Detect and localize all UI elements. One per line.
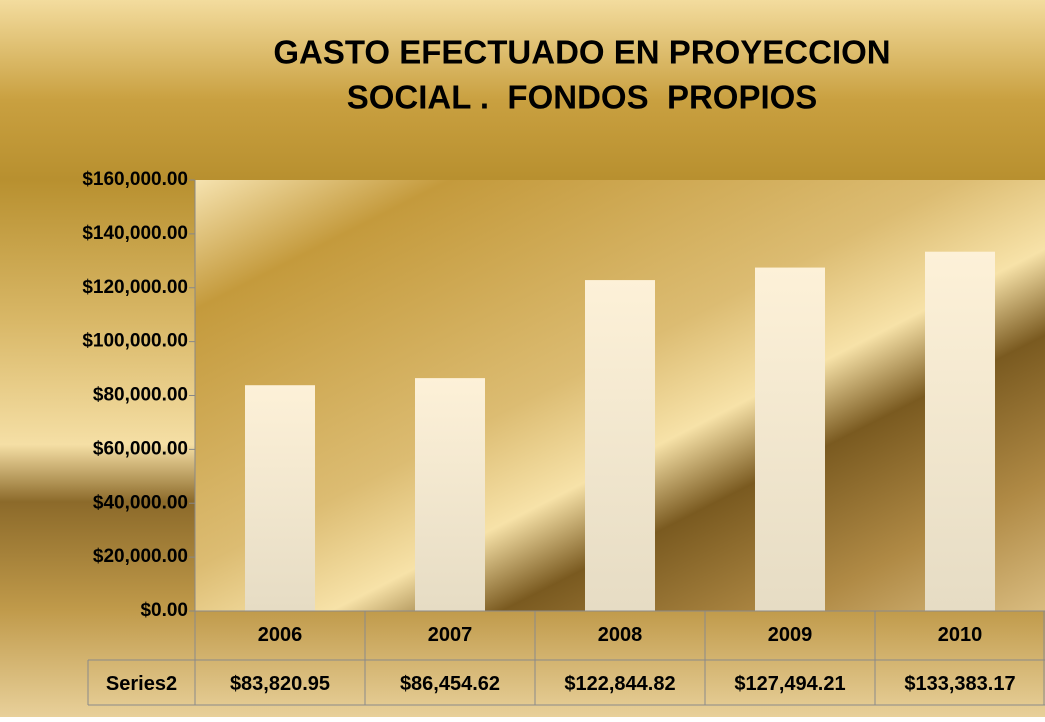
- x-tick-label: 2007: [428, 624, 473, 646]
- y-tick-label: $0.00: [140, 600, 188, 621]
- bar: [245, 385, 315, 611]
- x-tick-label: 2010: [938, 624, 983, 646]
- data-label: $133,383.17: [904, 673, 1015, 695]
- y-tick-label: $140,000.00: [82, 223, 188, 244]
- y-tick-label: $160,000.00: [82, 169, 188, 190]
- x-tick-label: 2009: [768, 624, 813, 646]
- legend-label: Series2: [106, 673, 177, 695]
- data-label: $122,844.82: [564, 673, 675, 695]
- x-tick-label: 2008: [598, 624, 643, 646]
- y-tick-label: $120,000.00: [82, 277, 188, 298]
- bar: [755, 267, 825, 611]
- y-tick-label: $20,000.00: [93, 546, 188, 567]
- bar: [415, 378, 485, 611]
- y-tick-label: $60,000.00: [93, 438, 188, 459]
- data-label: $86,454.62: [400, 673, 500, 695]
- y-tick-label: $80,000.00: [93, 385, 188, 406]
- y-tick-label: $100,000.00: [82, 331, 188, 352]
- data-label: $127,494.21: [734, 673, 845, 695]
- x-tick-label: 2006: [258, 624, 303, 646]
- y-tick-label: $40,000.00: [93, 492, 188, 513]
- data-label: $83,820.95: [230, 673, 330, 695]
- bar: [585, 280, 655, 611]
- chart-title: GASTO EFECTUADO EN PROYECCION: [273, 34, 890, 71]
- chart-title: SOCIAL . FONDOS PROPIOS: [347, 79, 818, 116]
- bar: [925, 251, 995, 611]
